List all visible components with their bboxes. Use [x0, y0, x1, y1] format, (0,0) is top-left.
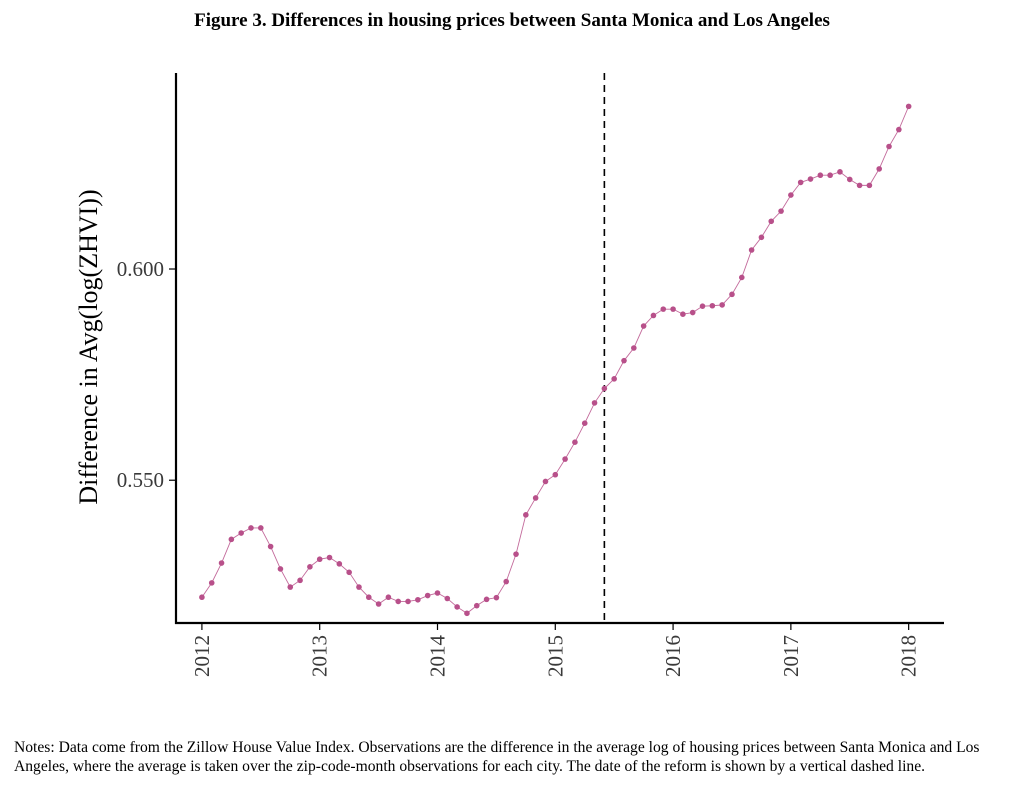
data-point: [454, 604, 460, 610]
data-point: [238, 530, 244, 536]
data-point: [365, 594, 372, 601]
ticks: 0.550 0.600 2012 2013 2014 2015 2016 2017 2018: [117, 257, 921, 677]
axes: [174, 73, 944, 625]
line-chart: 0.550 0.600 2012 2013 2014 2015 2016 2017 2018 D…: [74, 73, 944, 677]
x-tick-label: 2015: [543, 635, 567, 677]
data-point: [287, 584, 294, 590]
y-tick-label: 0.550: [117, 468, 164, 492]
data-point: [415, 596, 421, 603]
data-point: [346, 569, 352, 576]
data-point: [395, 598, 402, 605]
data-point: [670, 306, 676, 312]
plot-area: [199, 73, 912, 623]
data-point: [562, 456, 568, 462]
data-point: [807, 176, 814, 182]
data-point: [699, 303, 706, 309]
data-point: [307, 564, 313, 570]
y-tick-label: 0.600: [117, 257, 164, 281]
data-point: [483, 596, 490, 603]
data-point: [513, 551, 519, 557]
data-point: [856, 182, 863, 189]
data-point: [689, 309, 696, 316]
data-point: [905, 103, 912, 110]
data-point: [719, 302, 725, 308]
data-point: [660, 306, 667, 312]
data-point: [405, 598, 411, 605]
data-point: [650, 312, 657, 319]
data-point: [788, 192, 794, 198]
data-point: [444, 595, 451, 602]
data-point: [886, 143, 892, 150]
data-point: [797, 179, 804, 186]
data-point: [552, 471, 559, 478]
x-tick-label: 2012: [190, 635, 214, 677]
figure-title: Figure 3. Differences in housing prices …: [194, 10, 830, 31]
data-point: [218, 560, 225, 566]
data-point: [297, 577, 303, 584]
data-point: [748, 247, 755, 253]
data-point: [896, 126, 902, 133]
data-point: [208, 580, 215, 586]
data-point: [837, 169, 843, 175]
data-point: [572, 439, 578, 446]
data-point: [621, 357, 627, 364]
data-point: [248, 525, 254, 531]
data-point: [385, 594, 392, 601]
data-point: [729, 291, 735, 298]
data-point: [258, 525, 264, 531]
data-point: [532, 495, 539, 501]
data-point: [827, 172, 833, 179]
data-point: [464, 610, 470, 617]
data-point: [503, 578, 510, 585]
data-point: [542, 478, 549, 485]
x-tick-label: 2016: [661, 635, 685, 677]
data-point: [326, 554, 333, 561]
y-axis-label: Difference in Avg(log(ZHVI)): [74, 189, 103, 504]
data-point: [277, 566, 284, 572]
data-point: [493, 594, 500, 601]
data-point: [680, 311, 686, 318]
data-point: [866, 182, 873, 189]
data-point: [758, 234, 765, 241]
data-point: [778, 208, 784, 214]
data-point: [316, 556, 323, 563]
data-point: [591, 400, 598, 406]
x-tick-label: 2018: [897, 635, 921, 677]
x-tick-label: 2017: [779, 635, 803, 677]
data-point: [611, 376, 617, 382]
figure-notes: Notes: Data come from the Zillow House V…: [14, 739, 980, 775]
data-point: [336, 561, 343, 567]
data-point: [228, 536, 235, 543]
data-point: [768, 218, 775, 225]
data-point: [375, 601, 382, 607]
data-point: [709, 302, 716, 309]
data-point: [601, 385, 608, 392]
data-point: [473, 602, 480, 609]
data-point: [356, 584, 362, 590]
data-point: [738, 274, 745, 281]
data-point: [424, 592, 431, 599]
data-point: [631, 345, 637, 351]
data-point: [846, 176, 853, 183]
x-tick-label: 2014: [425, 635, 449, 678]
data-point: [523, 512, 529, 518]
data-point: [876, 166, 883, 172]
data-point: [267, 543, 274, 550]
x-tick-label: 2013: [308, 635, 332, 677]
data-point: [199, 594, 205, 601]
data-point: [434, 590, 441, 596]
data-point: [817, 172, 824, 179]
data-point: [640, 323, 647, 329]
data-point: [581, 420, 588, 426]
